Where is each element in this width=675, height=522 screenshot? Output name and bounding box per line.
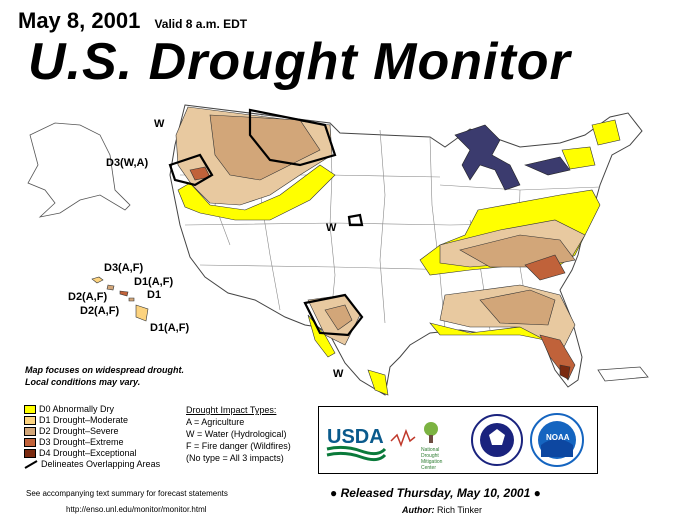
- label-w-texas: W: [333, 368, 344, 380]
- date-text: May 8, 2001: [18, 8, 141, 33]
- impact-f: F = Fire danger (Wildfires): [186, 441, 291, 451]
- label-hawaii-d2af-a: D2(A,F): [68, 291, 108, 303]
- logos-svg: USDA National Drought Mitigation Center …: [326, 413, 584, 471]
- legend-label-d4: D4 Drought–Exceptional: [39, 448, 137, 458]
- label-hawaii-d3af: D3(A,F): [104, 262, 144, 274]
- hawaii-island-4: [128, 297, 135, 302]
- label-hawaii-d1af-a: D1(A,F): [134, 276, 174, 288]
- d4-areas: [559, 364, 571, 380]
- svg-text:Center: Center: [421, 465, 436, 471]
- map-date: May 8, 2001 Valid 8 a.m. EDT: [18, 8, 247, 34]
- svg-text:National: National: [421, 447, 439, 453]
- author-line: Author: Rich Tinker: [402, 505, 482, 515]
- overlap-outlines: [168, 108, 364, 337]
- legend-label-overlap: Delineates Overlapping Areas: [41, 459, 161, 469]
- note-line-1: Map focuses on widespread drought.: [25, 365, 185, 375]
- label-w-northwest: W: [154, 118, 165, 130]
- puerto-rico-shape: [597, 366, 649, 382]
- label-d3-wa: D3(W,A): [106, 157, 149, 169]
- author-label: Author:: [402, 505, 435, 515]
- usda-logo: USDA: [326, 426, 387, 462]
- hawaii-island-2: [106, 284, 115, 291]
- legend-item-d1: D1 Drought–Moderate: [24, 415, 160, 426]
- commerce-seal-logo: [471, 414, 523, 466]
- overlap-line-icon: [24, 460, 38, 469]
- svg-text:Mitigation: Mitigation: [421, 459, 443, 465]
- alaska-shape: [27, 122, 131, 218]
- impact-w: W = Water (Hydrological): [186, 429, 287, 439]
- svg-text:NOAA: NOAA: [546, 433, 570, 442]
- legend-swatch-d3: [24, 438, 36, 447]
- label-hawaii-d2af-b: D2(A,F): [80, 305, 120, 317]
- agency-logos: USDA National Drought Mitigation Center …: [318, 406, 598, 474]
- label-hawaii-d1af-b: D1(A,F): [150, 322, 190, 334]
- ndmc-logo: National Drought Mitigation Center: [390, 422, 443, 471]
- legend-item-d0: D0 Abnormally Dry: [24, 404, 160, 415]
- label-hawaii-d1: D1: [147, 289, 162, 301]
- noaa-logo: NOAA: [530, 413, 584, 467]
- hawaii-island-3: [119, 290, 129, 297]
- impact-none: (No type = All 3 impacts): [186, 453, 284, 463]
- map-note: Map focuses on widespread drought. Local…: [25, 364, 184, 388]
- author-name: Rich Tinker: [437, 505, 483, 515]
- release-date: ● Released Thursday, May 10, 2001 ●: [330, 486, 541, 500]
- legend: D0 Abnormally Dry D1 Drought–Moderate D2…: [24, 404, 160, 470]
- impact-heading: Drought Impact Types:: [186, 405, 277, 415]
- legend-label-d1: D1 Drought–Moderate: [39, 415, 129, 425]
- hawaii-island-5: [135, 304, 149, 322]
- drought-map: [27, 104, 649, 396]
- great-lakes-shape: [454, 124, 571, 191]
- source-url[interactable]: http://enso.unl.edu/monitor/monitor.html: [66, 505, 207, 514]
- hawaii-island-1: [91, 276, 104, 284]
- impact-a: A = Agriculture: [186, 417, 245, 427]
- svg-text:Drought: Drought: [421, 453, 439, 459]
- note-line-2: Local conditions may vary.: [25, 377, 141, 387]
- impact-types: Drought Impact Types: A = Agriculture W …: [186, 404, 291, 464]
- legend-swatch-d0: [24, 405, 36, 414]
- usda-logo-text: USDA: [327, 426, 384, 448]
- legend-item-d4: D4 Drought–Exceptional: [24, 448, 160, 459]
- forecast-note: See accompanying text summary for foreca…: [26, 489, 228, 498]
- page-title: U.S. Drought Monitor: [28, 33, 571, 91]
- legend-label-d0: D0 Abnormally Dry: [39, 404, 115, 414]
- legend-swatch-d4: [24, 449, 36, 458]
- legend-swatch-d2: [24, 427, 36, 436]
- legend-item-d2: D2 Drought–Severe: [24, 426, 160, 437]
- legend-item-d3: D3 Drought–Extreme: [24, 437, 160, 448]
- label-w-central: W: [326, 222, 337, 234]
- legend-swatch-d1: [24, 416, 36, 425]
- legend-item-overlap: Delineates Overlapping Areas: [24, 459, 160, 470]
- legend-label-d2: D2 Drought–Severe: [39, 426, 119, 436]
- valid-time: Valid 8 a.m. EDT: [154, 17, 248, 31]
- legend-label-d3: D3 Drought–Extreme: [39, 437, 124, 447]
